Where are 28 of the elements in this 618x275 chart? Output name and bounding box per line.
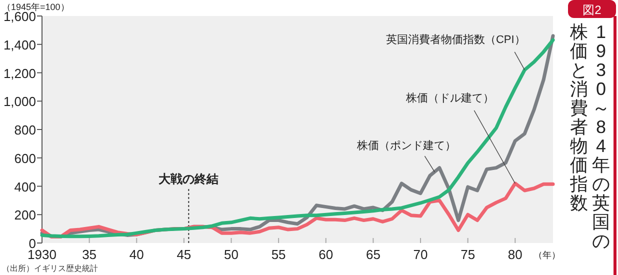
y-tick-label: 1,000: [3, 94, 36, 110]
ref-line-label: 大戦の終結: [158, 172, 219, 186]
annotation: 英国消費者物価指数（CPI）: [386, 32, 526, 46]
x-tick-label: 50: [224, 247, 238, 262]
x-tick-label: 35: [82, 247, 97, 262]
y-tick-label: 1,600: [3, 9, 36, 24]
x-axis-title: （年）: [534, 250, 560, 260]
x-tick-label: 45: [176, 247, 192, 262]
x-tick-label: 55: [271, 247, 286, 262]
y-tick-label: 200: [14, 208, 36, 223]
x-tick-label: 80: [508, 247, 522, 262]
y-tick-label: 600: [14, 150, 36, 166]
x-tick-label: 70: [413, 247, 428, 262]
text: 株価と消費者物価指数: [570, 22, 588, 213]
y-tick-label: 1,400: [3, 37, 36, 52]
y-tick-label: 800: [14, 122, 36, 138]
annotation: 株価（ポンド建て）: [356, 139, 456, 152]
y-axis-title: （1945年=100）: [2, 2, 70, 12]
y-tick-label: 1,200: [3, 66, 36, 81]
x-tick-label: 75: [460, 247, 476, 262]
chart-title: 1930～84年の英国の: [592, 22, 610, 251]
annotation: 株価（ドル建て）: [405, 91, 494, 104]
caption: 図2: [582, 3, 602, 17]
x-tick-label: 60: [318, 247, 334, 262]
text: （出所）イギリス歴史統計: [2, 264, 98, 273]
x-tick-label: 40: [129, 247, 144, 262]
x-tick-label: 65: [366, 247, 380, 262]
y-tick-label: 400: [14, 179, 36, 194]
